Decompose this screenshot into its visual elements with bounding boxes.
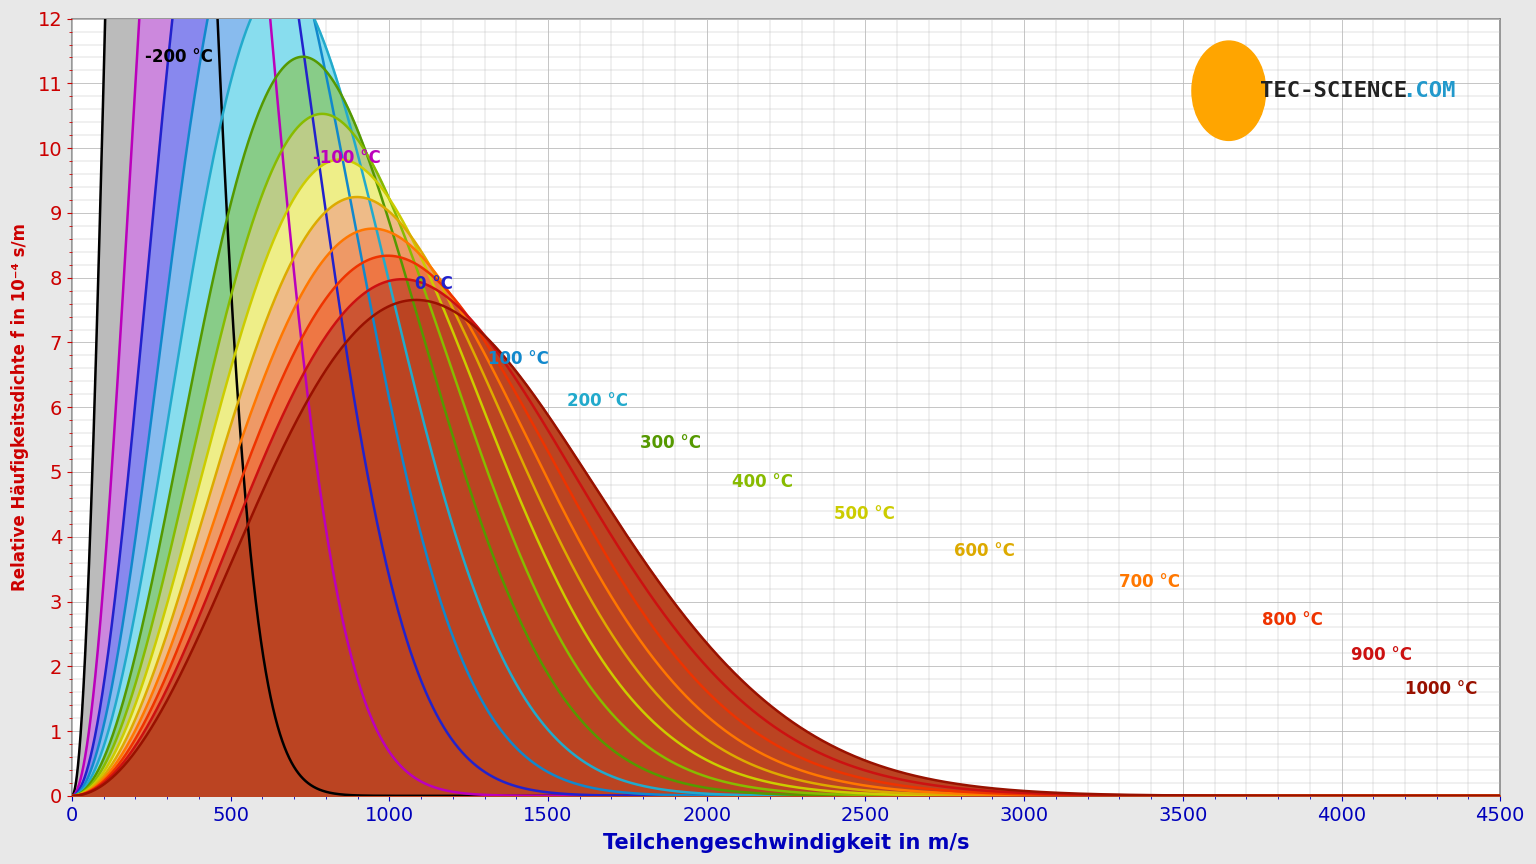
Text: 1000 °C: 1000 °C	[1405, 680, 1478, 698]
Text: -100 °C: -100 °C	[313, 149, 381, 167]
Text: 300 °C: 300 °C	[641, 434, 700, 452]
Text: 700 °C: 700 °C	[1120, 573, 1180, 591]
Y-axis label: Relative Häufigkeitsdichte f in 10⁻⁴ s/m: Relative Häufigkeitsdichte f in 10⁻⁴ s/m	[11, 223, 29, 591]
Text: 500 °C: 500 °C	[834, 505, 894, 523]
Text: TEC-SCIENCE: TEC-SCIENCE	[1260, 80, 1407, 101]
Text: 800 °C: 800 °C	[1263, 611, 1322, 629]
Text: 400 °C: 400 °C	[733, 473, 793, 491]
Text: -200 °C: -200 °C	[144, 48, 214, 67]
Text: 900 °C: 900 °C	[1352, 645, 1412, 664]
Text: 200 °C: 200 °C	[567, 391, 628, 410]
X-axis label: Teilchengeschwindigkeit in m/s: Teilchengeschwindigkeit in m/s	[602, 833, 969, 853]
Text: 600 °C: 600 °C	[954, 542, 1015, 560]
Text: .COM: .COM	[1402, 80, 1456, 101]
Text: 100 °C: 100 °C	[488, 350, 548, 368]
Text: 0 °C: 0 °C	[415, 275, 453, 293]
